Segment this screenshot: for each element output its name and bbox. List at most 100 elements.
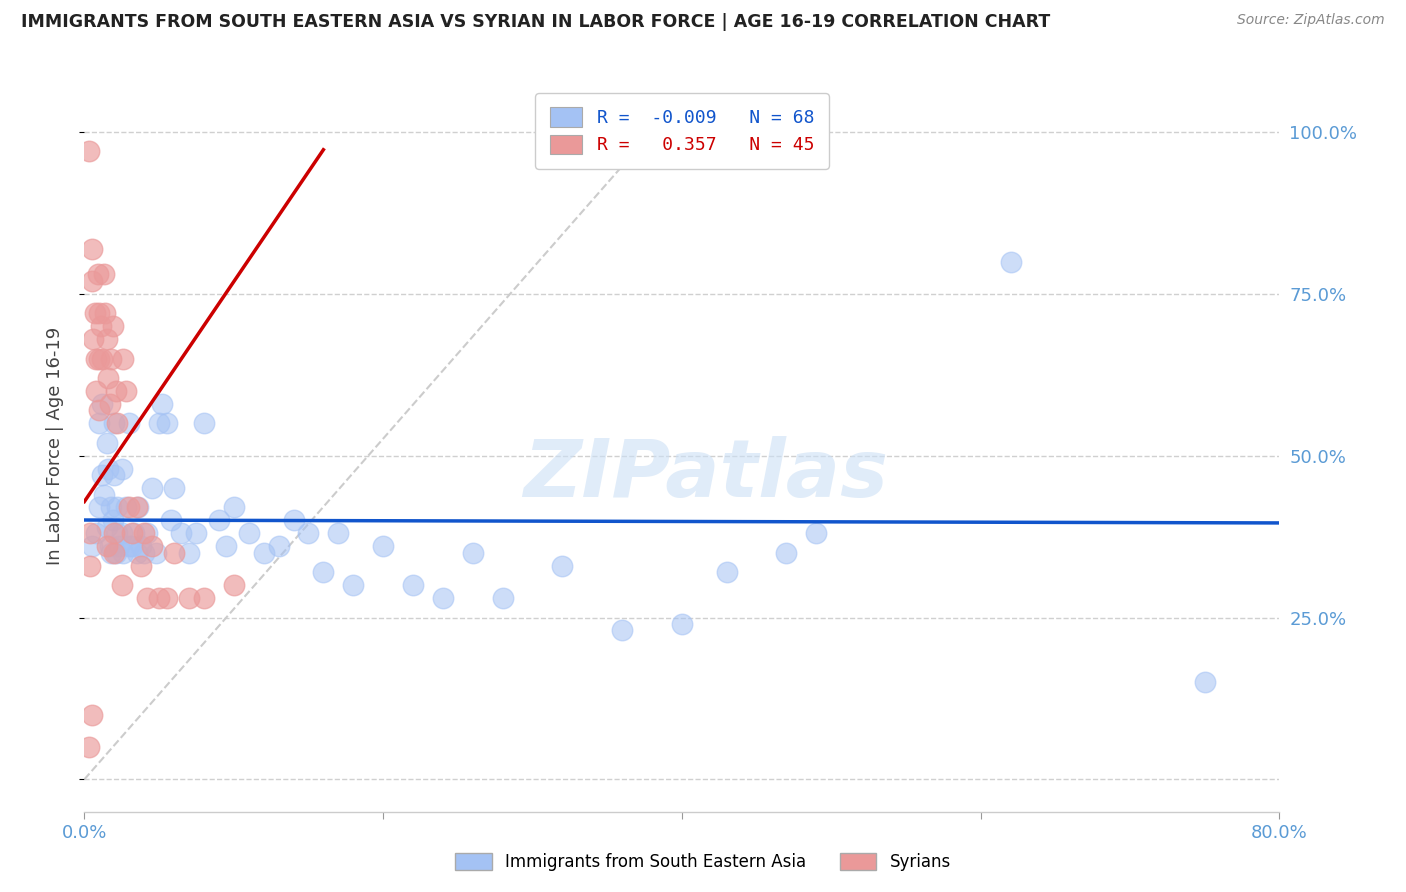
Point: [86, 526, 108, 541]
Point: [89, 403, 111, 417]
Point: [371, 539, 394, 553]
Point: [112, 546, 135, 560]
Point: [77, 145, 100, 159]
Point: [145, 546, 167, 560]
Point: [551, 558, 574, 573]
Point: [129, 539, 152, 553]
Point: [86, 384, 108, 398]
Point: [118, 417, 141, 431]
Point: [129, 558, 152, 573]
Point: [163, 481, 186, 495]
Point: [208, 513, 231, 527]
Point: [177, 591, 200, 606]
Point: [98, 539, 121, 553]
Legend: Immigrants from South Eastern Asia, Syrians: Immigrants from South Eastern Asia, Syri…: [447, 845, 959, 880]
Point: [125, 500, 148, 515]
Point: [89, 306, 111, 320]
Point: [89, 351, 111, 366]
Point: [297, 526, 319, 541]
Point: [342, 578, 364, 592]
Point: [806, 526, 828, 541]
Point: [170, 526, 193, 541]
Point: [328, 526, 350, 541]
Point: [100, 351, 122, 366]
Point: [141, 481, 163, 495]
Point: [222, 500, 245, 515]
Point: [155, 417, 177, 431]
Point: [402, 578, 425, 592]
Point: [101, 319, 124, 334]
Point: [222, 578, 245, 592]
Point: [77, 739, 100, 754]
Point: [132, 546, 156, 560]
Point: [86, 351, 108, 366]
Point: [80, 242, 103, 256]
Point: [98, 397, 121, 411]
Point: [312, 566, 335, 580]
Point: [492, 591, 515, 606]
Point: [1194, 675, 1216, 690]
Point: [97, 371, 120, 385]
Point: [267, 539, 290, 553]
Point: [111, 578, 134, 592]
Point: [91, 351, 114, 366]
Point: [82, 332, 104, 346]
Point: [253, 546, 276, 560]
Point: [115, 500, 138, 515]
Point: [89, 417, 111, 431]
Point: [104, 546, 127, 560]
Point: [141, 539, 163, 553]
Point: [163, 546, 186, 560]
Point: [83, 306, 105, 320]
Point: [432, 591, 454, 606]
Point: [127, 500, 149, 515]
Point: [96, 520, 118, 534]
Point: [160, 513, 183, 527]
Point: [115, 384, 138, 398]
Point: [775, 546, 797, 560]
Point: [111, 526, 134, 541]
Point: [238, 526, 260, 541]
Point: [91, 468, 114, 483]
Point: [93, 487, 115, 501]
Point: [215, 539, 238, 553]
Point: [148, 417, 170, 431]
Point: [1000, 254, 1022, 268]
Point: [118, 500, 141, 515]
Point: [97, 461, 120, 475]
Point: [103, 546, 125, 560]
Point: [122, 526, 145, 541]
Point: [91, 397, 114, 411]
Point: [94, 306, 117, 320]
Point: [79, 526, 101, 541]
Point: [87, 268, 110, 282]
Point: [105, 500, 128, 515]
Point: [111, 461, 134, 475]
Point: [671, 617, 693, 632]
Point: [121, 526, 143, 541]
Point: [96, 332, 118, 346]
Point: [132, 526, 156, 541]
Point: [89, 500, 111, 515]
Point: [610, 624, 633, 638]
Point: [90, 319, 112, 334]
Point: [80, 539, 103, 553]
Text: Source: ZipAtlas.com: Source: ZipAtlas.com: [1237, 13, 1385, 28]
Point: [79, 558, 101, 573]
Point: [80, 274, 103, 288]
Point: [80, 707, 103, 722]
Point: [121, 539, 143, 553]
Point: [150, 397, 173, 411]
Point: [101, 513, 124, 527]
Point: [105, 417, 128, 431]
Point: [112, 351, 135, 366]
Point: [103, 417, 125, 431]
Point: [461, 546, 484, 560]
Point: [177, 546, 200, 560]
Point: [193, 591, 215, 606]
Point: [103, 526, 125, 541]
Point: [107, 539, 129, 553]
Point: [155, 591, 177, 606]
Point: [105, 526, 128, 541]
Point: [96, 435, 118, 450]
